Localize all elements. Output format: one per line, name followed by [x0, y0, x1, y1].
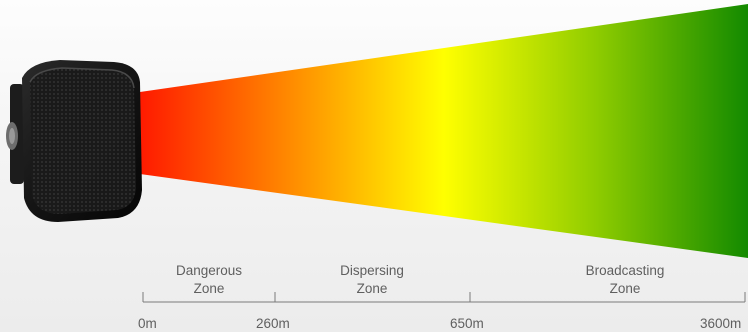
zone-label-dangerous: Dangerous Zone	[129, 262, 289, 298]
distance-axis	[142, 292, 746, 303]
loudspeaker-device-icon	[6, 60, 142, 222]
zone-label-line2: Zone	[193, 281, 225, 296]
zone-label-dispersing: Dispersing Zone	[292, 262, 452, 298]
distance-label-3600m: 3600m	[700, 316, 742, 331]
zone-label-line1: Dangerous	[175, 263, 243, 278]
distance-label-0m: 0m	[138, 316, 157, 331]
zone-label-line2: Zone	[609, 281, 641, 296]
zone-label-broadcasting: Broadcasting Zone	[545, 262, 705, 298]
distance-label-650m: 650m	[450, 316, 484, 331]
zone-label-line1: Broadcasting	[585, 263, 665, 278]
distance-label-260m: 260m	[256, 316, 290, 331]
sound-beam	[140, 4, 748, 258]
zone-label-line2: Zone	[356, 281, 388, 296]
zone-label-line1: Dispersing	[340, 263, 404, 278]
